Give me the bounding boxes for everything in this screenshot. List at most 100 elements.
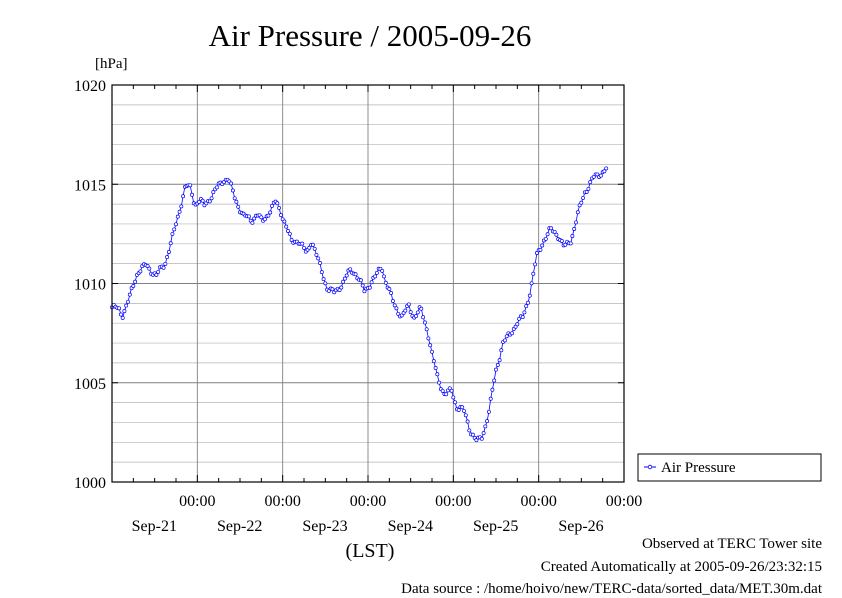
data-point	[373, 274, 378, 279]
x-tick-date-label: Sep-21	[132, 518, 177, 535]
legend-label: Air Pressure	[661, 460, 736, 476]
data-point	[602, 169, 607, 174]
x-tick-date-label: Sep-25	[473, 518, 518, 535]
grid-lines	[112, 85, 624, 482]
data-point	[568, 241, 573, 246]
data-point	[545, 232, 550, 237]
data-point	[362, 289, 367, 294]
data-point	[554, 232, 559, 237]
data-point	[598, 173, 603, 178]
data-point	[284, 224, 289, 229]
data-point	[124, 303, 129, 308]
y-tick-label: 1015	[74, 177, 106, 194]
data-point	[426, 336, 431, 341]
data-point	[316, 256, 321, 261]
data-point	[145, 264, 150, 268]
data-point	[538, 247, 543, 252]
data-point	[174, 222, 178, 227]
data-point	[154, 272, 159, 277]
data-point	[447, 386, 452, 391]
data-point	[520, 315, 525, 320]
data-point	[207, 199, 212, 204]
data-point	[211, 190, 216, 195]
data-point	[262, 217, 267, 222]
data-point	[526, 300, 530, 305]
data-point	[310, 242, 315, 247]
data-point	[138, 269, 143, 274]
data-point	[230, 188, 235, 193]
data-point	[302, 245, 306, 250]
data-point	[574, 220, 578, 225]
data-point	[449, 388, 454, 393]
y-tick-label: 1010	[74, 277, 106, 294]
data-point	[422, 320, 427, 325]
data-point	[588, 180, 593, 185]
data-point	[570, 234, 575, 238]
chart-title: Air Pressure / 2005-09-26	[209, 18, 532, 53]
data-point	[126, 299, 130, 304]
data-point	[456, 408, 461, 412]
data-point	[161, 265, 166, 270]
data-point	[163, 261, 168, 266]
data-point	[389, 291, 394, 295]
x-tick-time-label: 00:00	[520, 493, 556, 510]
data-point	[531, 271, 536, 276]
data-point	[344, 273, 349, 278]
data-point	[170, 231, 175, 236]
data-point	[510, 331, 514, 336]
data-point	[494, 367, 498, 372]
data-point	[300, 241, 305, 246]
data-point	[467, 428, 472, 433]
data-point	[232, 196, 237, 201]
data-point	[286, 229, 290, 233]
data-point	[358, 278, 363, 283]
data-point	[499, 348, 504, 353]
data-point	[595, 172, 600, 177]
data-point	[534, 251, 539, 255]
x-tick-date-label: Sep-24	[388, 518, 433, 535]
data-point	[552, 229, 557, 234]
data-point	[522, 310, 527, 315]
data-point	[330, 287, 335, 292]
data-point	[515, 322, 520, 327]
data-point	[406, 302, 411, 307]
data-point	[604, 166, 609, 171]
data-point	[250, 220, 255, 225]
data-point	[369, 280, 374, 285]
data-point	[348, 267, 353, 272]
data-point	[190, 192, 194, 197]
data-point	[214, 185, 219, 190]
x-tick-time-label: 00:00	[179, 493, 215, 510]
data-point	[414, 314, 418, 319]
data-point	[540, 243, 545, 248]
data-point	[360, 283, 365, 288]
data-point	[289, 238, 294, 242]
data-point	[586, 186, 591, 191]
data-point	[323, 281, 328, 286]
data-point	[481, 431, 486, 436]
data-point	[396, 311, 401, 316]
data-point	[390, 299, 395, 303]
data-point	[177, 209, 182, 214]
data-point	[581, 195, 586, 200]
data-point	[435, 372, 440, 377]
data-point	[444, 392, 449, 397]
data-point	[430, 349, 434, 354]
y-axis-label: [hPa]	[95, 56, 128, 72]
data-point	[527, 293, 532, 298]
data-point	[181, 194, 186, 199]
x-axis-label: (LST)	[346, 540, 395, 562]
data-point	[246, 214, 251, 219]
data-point	[488, 396, 493, 401]
data-point	[387, 287, 392, 291]
data-point	[392, 303, 397, 308]
data-point	[403, 308, 408, 313]
data-point	[131, 284, 136, 288]
data-point	[419, 306, 424, 311]
data-point	[229, 181, 234, 186]
data-point	[451, 395, 456, 400]
data-point	[122, 309, 127, 314]
observed-note: Observed at TERC Tower site	[641, 536, 822, 552]
data-point	[234, 199, 239, 204]
